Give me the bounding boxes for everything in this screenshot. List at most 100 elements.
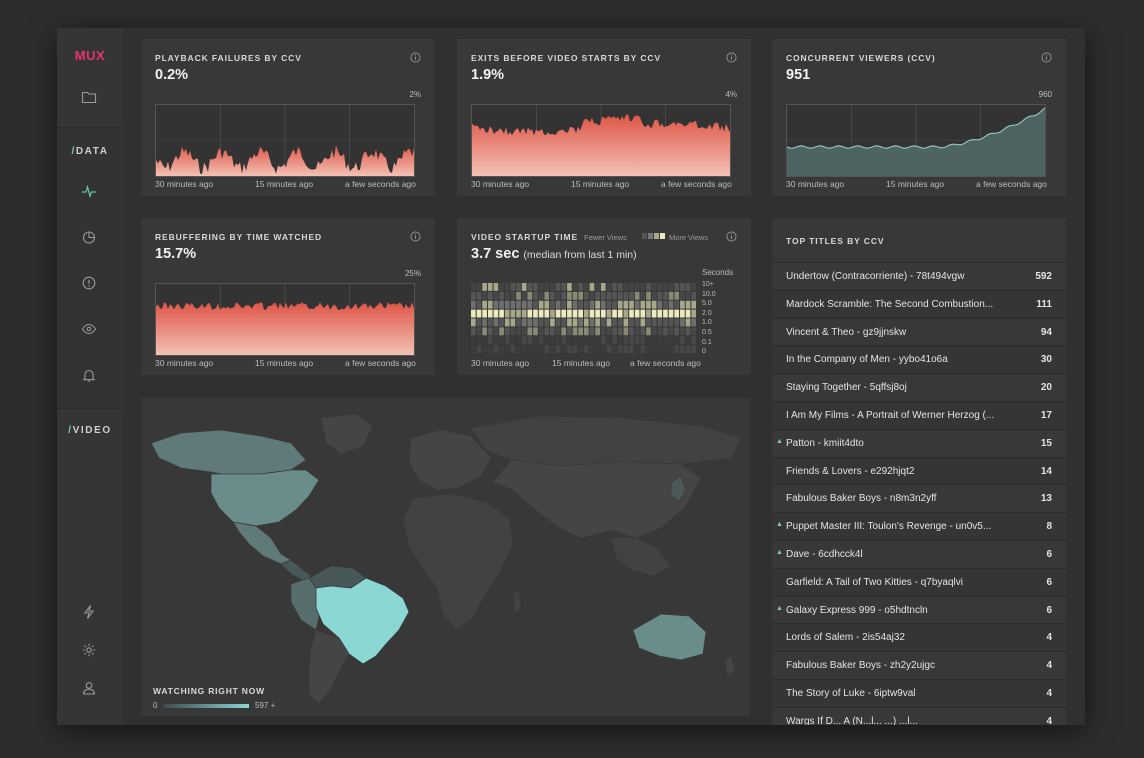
mux-logo[interactable]: MUX	[74, 48, 106, 63]
eye-icon[interactable]	[78, 318, 100, 340]
heatmap-cell	[691, 327, 696, 336]
heatmap-cell	[471, 291, 476, 300]
startup-value-sub: (median from last 1 min)	[523, 249, 637, 261]
alert-icon[interactable]	[78, 272, 100, 294]
heatmap-cell	[584, 283, 589, 291]
startup-time-panel[interactable]: VIDEO STARTUP TIME Fewer Views More View…	[457, 218, 751, 375]
heatmap-cell	[493, 345, 499, 354]
title-count: 6	[1046, 604, 1052, 616]
heatmap-cell	[521, 283, 527, 291]
list-item[interactable]: Undertow (Contracorriente) - 78t494vgw 59…	[772, 262, 1066, 290]
y-tick: 10+	[702, 281, 714, 288]
list-item[interactable]: Garfield: A Tail of Two Kitties - q7byaq…	[772, 567, 1066, 596]
title-count: 6	[1046, 576, 1052, 588]
title-count: 592	[1035, 271, 1052, 282]
list-item[interactable]: In the Company of Men - yybo41o6a 30	[772, 345, 1066, 374]
heatmap-cell	[567, 327, 572, 336]
heatmap-cell	[572, 291, 578, 300]
list-item[interactable]: ▲ Galaxy Express 999 - o5hdtncln 6	[772, 595, 1066, 624]
map-region-canada	[150, 429, 307, 477]
list-item[interactable]: Lords of Salem - 2is54aj32 4	[772, 623, 1066, 652]
rebuffering-chart[interactable]	[155, 283, 415, 356]
playback-failures-panel[interactable]: PLAYBACK FAILURES BY CCV 0.2% 2% 30 minu…	[141, 39, 435, 196]
world-map-panel[interactable]: WATCHING RIGHT NOW 0 597 +	[141, 398, 750, 716]
heatmap-cell	[504, 309, 510, 318]
heatmap-cell	[623, 336, 629, 345]
heatmap-cell	[572, 345, 578, 354]
list-item[interactable]: ▲ Puppet Master III: Toulon's Revenge - u…	[772, 512, 1066, 540]
startup-heatmap[interactable]	[471, 283, 697, 354]
list-item[interactable]: I Am My Films - A Portrait of Werner Her…	[772, 400, 1066, 429]
gear-icon[interactable]	[78, 639, 100, 661]
list-item[interactable]: Fabulous Baker Boys - zh2y2ujgc 4	[772, 651, 1066, 679]
pie-chart-icon[interactable]	[78, 226, 100, 248]
info-icon[interactable]	[726, 231, 737, 242]
heatmap-cell	[544, 318, 550, 327]
list-item[interactable]: Friends & Lovers - e292hjqt2 14	[772, 456, 1066, 485]
heatmap-cell	[646, 345, 651, 354]
heatmap-cell	[476, 345, 482, 354]
heatmap-cell	[680, 291, 685, 300]
heatmap-cell	[572, 336, 578, 345]
heatmap-cell	[499, 291, 504, 300]
list-item[interactable]: Wargs If D... A (N...l... ...) ...l... 4	[772, 706, 1066, 725]
heatmap-cell	[634, 300, 640, 309]
rebuffering-panel[interactable]: REBUFFERING BY TIME WATCHED 15.7% 25% 30…	[141, 218, 435, 375]
heatmap-cell	[499, 283, 504, 291]
heatmap-cell	[617, 345, 623, 354]
title-count: 4	[1046, 715, 1052, 725]
heatmap-cell	[595, 345, 600, 354]
map-region-greenland	[320, 413, 374, 455]
exits-chart[interactable]	[471, 104, 731, 177]
heatmap-cell	[657, 309, 663, 318]
heatmap-cell	[595, 318, 600, 327]
heatmap-cell	[674, 336, 680, 345]
info-icon[interactable]	[410, 231, 421, 242]
heatmap-cell	[691, 336, 696, 345]
pulse-icon[interactable]	[78, 180, 100, 202]
sidebar-section-data[interactable]: /DATA	[71, 146, 109, 157]
list-item[interactable]: The Story of Luke - 6iptw9val 4	[772, 678, 1066, 707]
heatmap-cell	[499, 345, 504, 354]
playback-failures-chart[interactable]	[155, 104, 415, 177]
heatmap-cell	[629, 309, 634, 318]
map-region-africa	[402, 493, 514, 631]
heatmap-cell	[561, 283, 567, 291]
heatmap-cell	[538, 327, 544, 336]
heatmap-y-title: Seconds	[702, 268, 734, 277]
info-icon[interactable]	[410, 52, 421, 63]
heatmap-cell	[550, 291, 555, 300]
heatmap-cell	[685, 283, 691, 291]
bell-icon[interactable]	[78, 364, 100, 386]
user-icon[interactable]	[78, 677, 100, 699]
world-map[interactable]	[141, 398, 750, 716]
list-item[interactable]: Fabulous Baker Boys - n8m3n2yff 13	[772, 484, 1066, 512]
list-item[interactable]: Mardock Scramble: The Second Combustion.…	[772, 289, 1066, 318]
list-item[interactable]: Vincent & Theo - gz9jjnskw 94	[772, 317, 1066, 346]
x-label-end: a few seconds ago	[976, 179, 1047, 189]
heatmap-cell	[567, 336, 572, 345]
y-axis-max: 960	[1038, 90, 1052, 99]
info-icon[interactable]	[726, 52, 737, 63]
y-axis-max: 25%	[404, 269, 421, 278]
bolt-icon[interactable]	[78, 601, 100, 623]
concurrent-viewers-panel[interactable]: CONCURRENT VIEWERS (CCV) 951 960 30 minu…	[772, 39, 1066, 196]
folder-icon[interactable]	[78, 86, 100, 108]
title-name: I Am My Films - A Portrait of Werner Her…	[786, 409, 995, 421]
title-count: 15	[1040, 437, 1052, 449]
exits-before-start-panel[interactable]: EXITS BEFORE VIDEO STARTS BY CCV 1.9% 4%…	[457, 39, 751, 196]
ccv-chart[interactable]	[786, 104, 1046, 177]
sidebar-section-video[interactable]: /VIDEO	[68, 425, 112, 436]
info-icon[interactable]	[1041, 52, 1052, 63]
heatmap-cell	[595, 309, 600, 318]
list-item[interactable]: Staying Together - 5qffsj8oj 20	[772, 373, 1066, 401]
heatmap-cell	[476, 318, 482, 327]
heatmap-cell	[606, 300, 612, 309]
heatmap-cell	[471, 300, 476, 309]
heatmap-cell	[550, 336, 555, 345]
heatmap-cell	[550, 300, 555, 309]
list-item[interactable]: ▲ Dave - 6cdhcck4l 6	[772, 539, 1066, 568]
list-item[interactable]: ▲ Patton - kmiit4dto 15	[772, 428, 1066, 457]
heatmap-cell	[533, 283, 538, 291]
panel-value: 15.7%	[155, 246, 197, 262]
